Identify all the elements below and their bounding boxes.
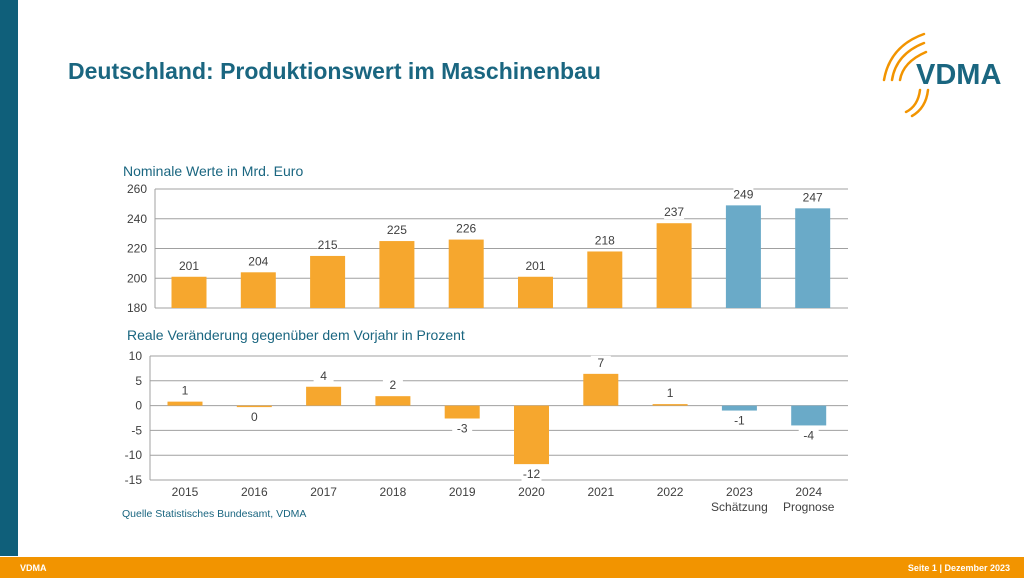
- data-label: -4: [803, 428, 814, 442]
- bar-2024: [795, 208, 831, 308]
- chart-title: Reale Veränderung gegenüber dem Vorjahr …: [127, 327, 465, 343]
- data-label: 247: [803, 190, 823, 204]
- footer-page-info: Seite 1 | Dezember 2023: [907, 563, 1010, 573]
- bar-2017: [310, 255, 346, 308]
- y-tick-label: -10: [125, 448, 143, 462]
- data-label: 2: [390, 378, 397, 392]
- data-label-bg: [733, 187, 754, 202]
- x-tick-label: 2015: [172, 485, 199, 499]
- data-label-bg: [729, 413, 750, 428]
- y-tick-label: 5: [135, 374, 142, 388]
- data-label-bg: [590, 355, 611, 370]
- vdma-logo: VDMA: [882, 32, 1001, 118]
- bar-2018: [379, 241, 415, 308]
- bar-2020: [514, 405, 549, 465]
- bar-2017: [306, 386, 342, 406]
- x-tick-label: 2017: [310, 485, 337, 499]
- data-label: 201: [525, 259, 545, 273]
- x-tick-label: 2024: [795, 485, 822, 499]
- data-label-bg: [382, 378, 403, 393]
- x-tick-label: 2020: [518, 485, 545, 499]
- data-label: 201: [179, 259, 199, 273]
- bar-2021: [583, 373, 619, 406]
- bar-2016: [236, 405, 272, 408]
- data-label-bg: [452, 421, 473, 436]
- bar-2021: [587, 251, 623, 308]
- chart-title: Nominale Werte in Mrd. Euro: [123, 163, 303, 179]
- y-tick-label: 240: [127, 212, 147, 226]
- page-title: Deutschland: Produktionswert im Maschine…: [68, 58, 601, 84]
- charts: Nominale Werte in Mrd. Euro1802002202402…: [122, 163, 848, 520]
- data-label-bg: [386, 223, 407, 238]
- bar-2016: [240, 272, 276, 308]
- data-label: 218: [595, 233, 615, 247]
- footer: VDMA Seite 1 | Dezember 2023: [0, 557, 1024, 578]
- bar-2015: [167, 401, 203, 406]
- source-note: Quelle Statistisches Bundesamt, VDMA: [122, 508, 306, 520]
- x-tick-label: 2023: [726, 485, 753, 499]
- bar-2022: [652, 404, 688, 406]
- data-label-bg: [525, 258, 546, 273]
- y-tick-label: -15: [125, 473, 143, 487]
- data-label-bg: [664, 205, 685, 220]
- x-tick-sublabel: Schätzung: [711, 500, 768, 514]
- data-label-bg: [594, 233, 615, 248]
- x-tick-label: 2018: [380, 485, 407, 499]
- data-label: -3: [457, 421, 468, 435]
- data-label: 4: [320, 369, 327, 383]
- bar-2023: [725, 205, 761, 308]
- data-label-bg: [313, 368, 334, 383]
- data-label-bg: [244, 410, 265, 425]
- data-label: 215: [318, 238, 338, 252]
- bar-2019: [444, 405, 480, 419]
- bar-2022: [656, 223, 692, 308]
- data-label: 7: [597, 356, 604, 370]
- x-tick-label: 2022: [657, 485, 684, 499]
- y-tick-label: 200: [127, 271, 147, 285]
- bar-2020: [518, 276, 553, 308]
- data-label-bg: [802, 190, 823, 205]
- data-label-bg: [317, 237, 338, 252]
- y-tick-label: 0: [135, 399, 142, 413]
- bar-2019: [448, 239, 484, 308]
- left-accent-bar: [0, 0, 18, 556]
- y-tick-label: 180: [127, 301, 147, 315]
- data-label: 1: [667, 386, 674, 400]
- y-tick-label: 260: [127, 182, 147, 196]
- data-label: 0: [251, 410, 258, 424]
- data-label: -12: [523, 467, 541, 481]
- data-label-bg: [179, 258, 199, 273]
- x-tick-label: 2019: [449, 485, 476, 499]
- logo-text: VDMA: [916, 59, 1001, 91]
- y-tick-label: 220: [127, 242, 147, 256]
- data-label: 249: [733, 187, 753, 201]
- data-label: 237: [664, 205, 684, 219]
- footer-brand: VDMA: [20, 563, 47, 573]
- data-label-bg: [660, 386, 681, 401]
- bar-2018: [375, 396, 411, 406]
- y-tick-label: 10: [129, 349, 143, 363]
- data-label: 226: [456, 222, 476, 236]
- x-tick-label: 2016: [241, 485, 268, 499]
- data-label-bg: [798, 428, 819, 443]
- data-label-bg: [248, 254, 269, 269]
- data-label: -1: [734, 414, 745, 428]
- data-label: 225: [387, 223, 407, 237]
- data-label-bg: [175, 383, 195, 398]
- x-tick-label: 2021: [587, 485, 614, 499]
- data-label-bg: [521, 467, 542, 482]
- bar-2024: [791, 405, 827, 426]
- data-label: 1: [182, 384, 189, 398]
- data-label-bg: [456, 221, 477, 236]
- x-tick-sublabel: Prognose: [783, 500, 835, 514]
- bar-2023: [721, 405, 757, 411]
- bar-2015: [171, 276, 207, 308]
- data-label: 204: [248, 254, 268, 268]
- y-tick-label: -5: [131, 423, 142, 437]
